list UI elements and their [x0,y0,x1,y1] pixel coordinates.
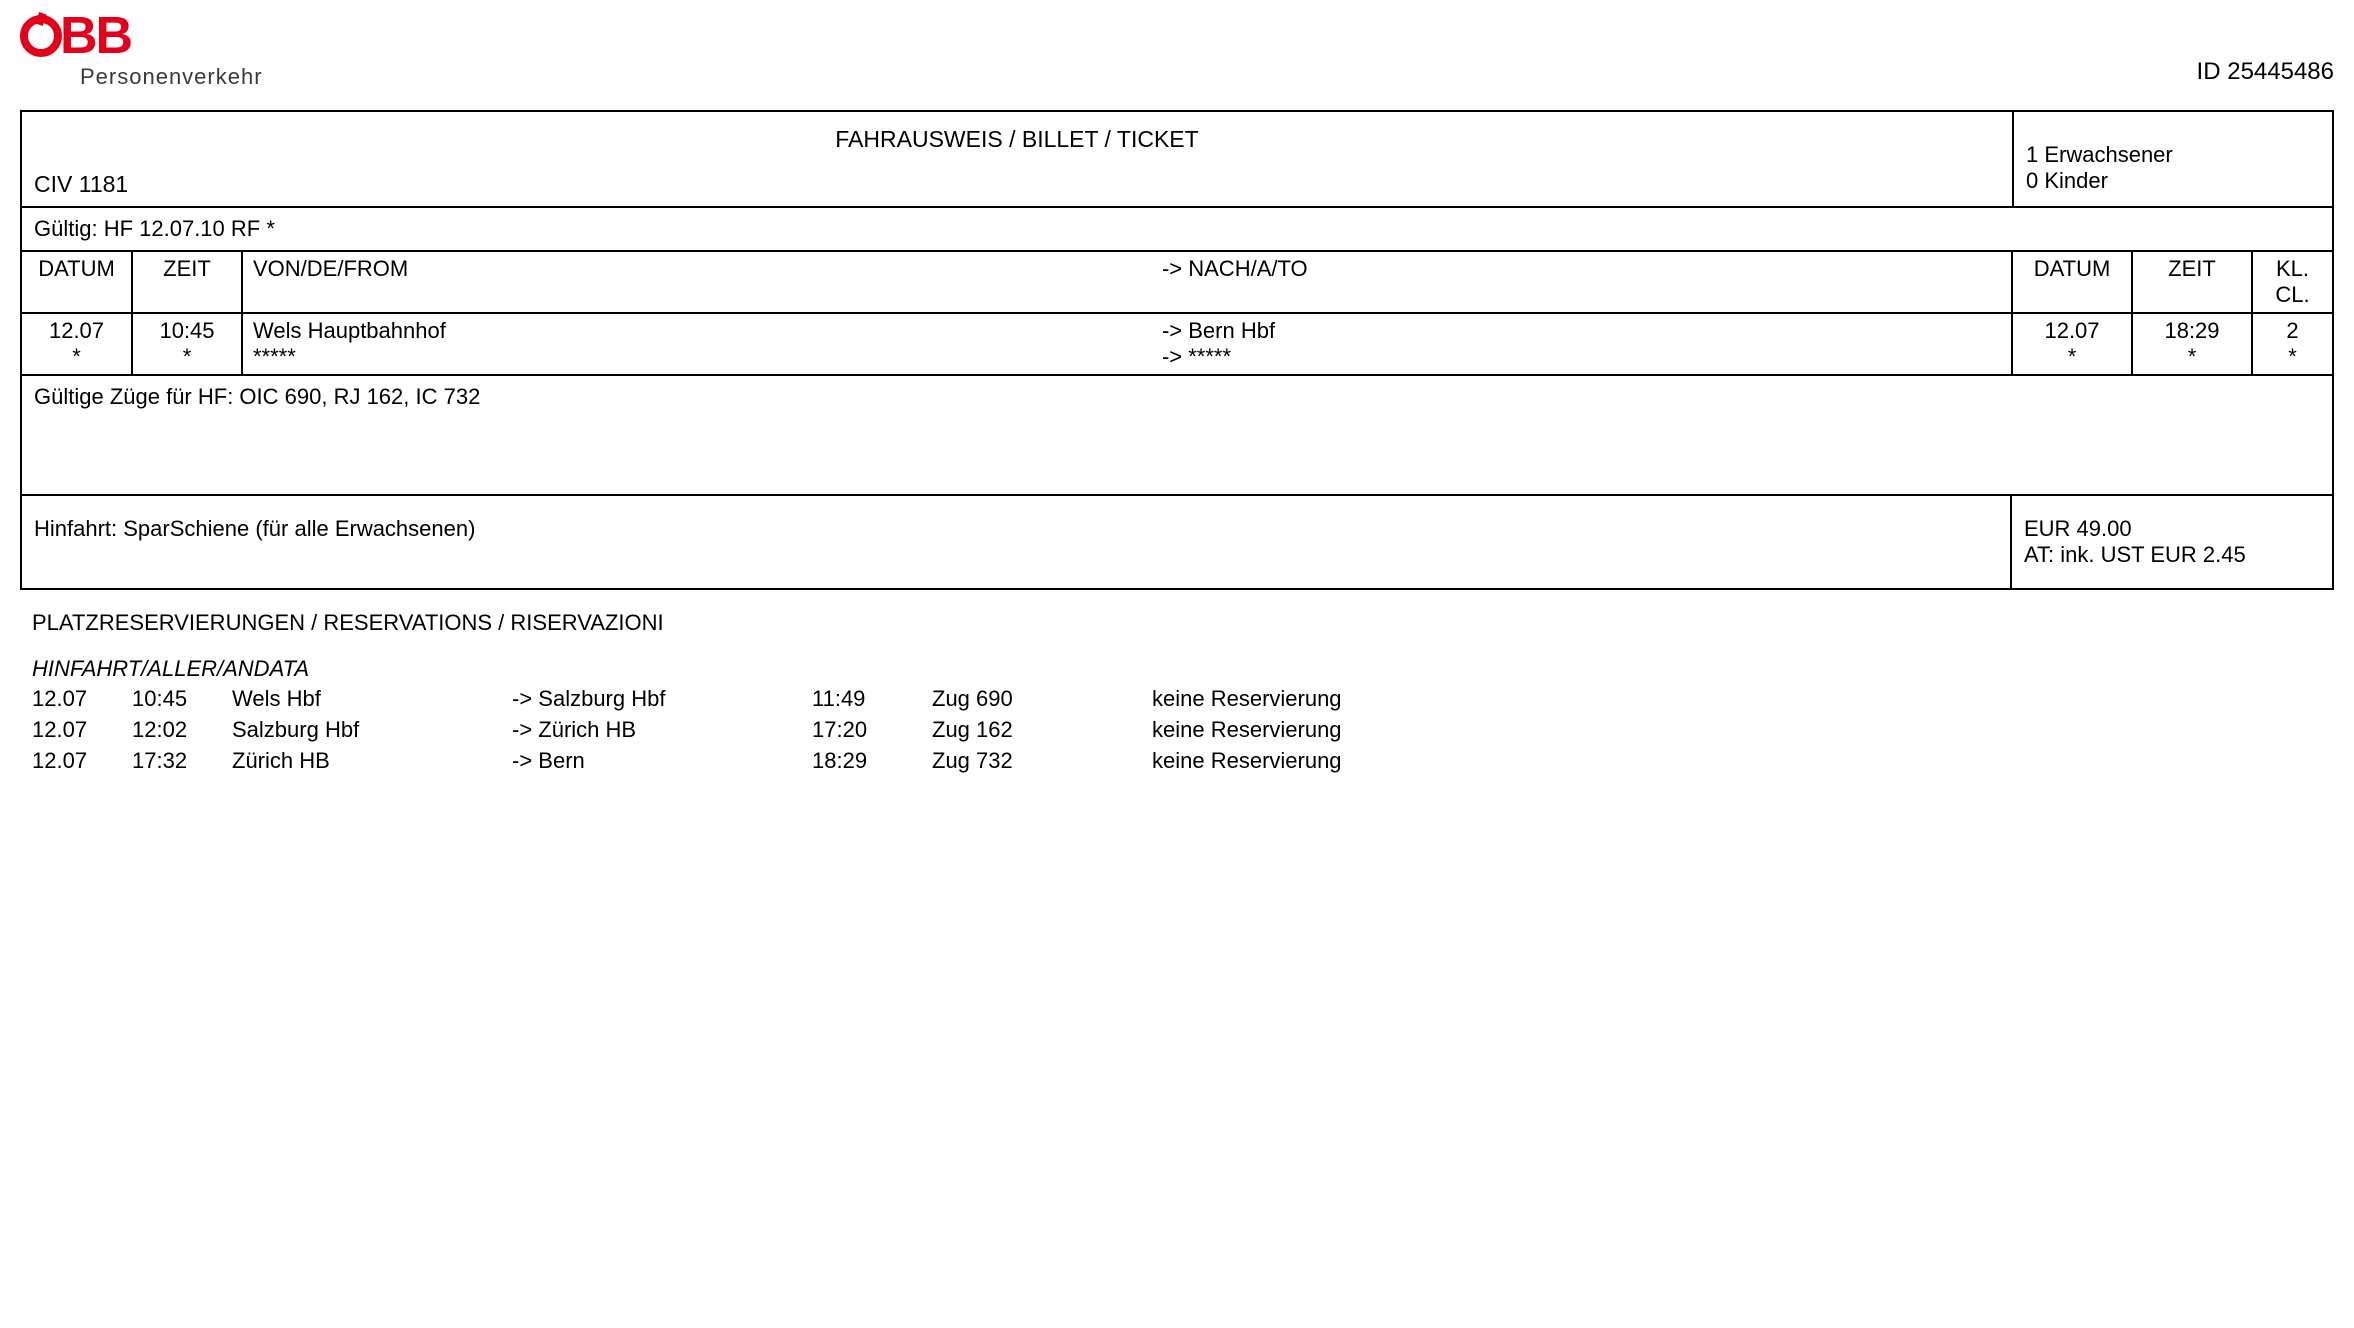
leg-to: -> Zürich HB [512,715,812,746]
fare-row: Hinfahrt: SparSchiene (für alle Erwachse… [22,494,2332,588]
col-header-to: -> NACH/A/TO [1162,256,2001,282]
col-header-fromto: VON/DE/FROM -> NACH/A/TO [242,251,2012,313]
valid-trains-row: Gültige Züge für HF: OIC 690, RJ 162, IC… [22,374,2332,494]
cell-date2: 12.07 * [2012,313,2132,374]
cell-time2-line2: * [2143,344,2241,370]
cell-from-line1: Wels Hauptbahnhof [253,318,1162,344]
validity-row: Gültig: HF 12.07.10 RF * [22,208,2332,250]
cell-time1-line1: 10:45 [143,318,231,344]
leg-date: 12.07 [32,684,132,715]
leg-arr-time: 11:49 [812,684,932,715]
col-header-time1: ZEIT [132,251,242,313]
cell-date2-line2: * [2023,344,2121,370]
leg-arr-time: 17:20 [812,715,932,746]
leg-dep-time: 10:45 [132,684,232,715]
leg-date: 12.07 [32,715,132,746]
leg-arr-time: 18:29 [812,746,932,777]
fare-tax: AT: ink. UST EUR 2.45 [2024,542,2320,568]
passenger-box: 1 Erwachsener 0 Kinder [2012,112,2332,208]
col-header-time2: ZEIT [2132,251,2252,313]
ticket-id: ID 25445486 [2197,58,2334,90]
leg-from: Zürich HB [232,746,512,777]
fare-price-box: EUR 49.00 AT: ink. UST EUR 2.45 [2012,496,2332,588]
ticket-top-left: FAHRAUSWEIS / BILLET / TICKET CIV 1181 [22,112,2012,206]
leg-from: Salzburg Hbf [232,715,512,746]
logo-o-icon [20,15,62,57]
cell-class-line2: * [2263,344,2322,370]
leg-dep-time: 17:32 [132,746,232,777]
leg-to: -> Salzburg Hbf [512,684,812,715]
logo-block: BB Personenverkehr [20,10,263,90]
cell-time2-line1: 18:29 [2143,318,2241,344]
leg-from: Wels Hbf [232,684,512,715]
passenger-adults: 1 Erwachsener [2026,142,2320,168]
logo: BB [20,10,263,62]
col-header-date2: DATUM [2012,251,2132,313]
cell-to-line1: -> Bern Hbf [1162,318,2001,344]
leg-dep-time: 12:02 [132,715,232,746]
reservations-subtitle: HINFAHRT/ALLER/ANDATA [32,656,2322,682]
passenger-children: 0 Kinder [2026,168,2320,194]
journey-header-row: DATUM ZEIT VON/DE/FROM -> NACH/A/TO DATU… [22,251,2332,313]
ticket-top-section: FAHRAUSWEIS / BILLET / TICKET CIV 1181 1… [22,112,2332,208]
journey-data-row: 12.07 * 10:45 * Wels Hauptbahnhof ***** … [22,313,2332,374]
fare-price: EUR 49.00 [2024,516,2320,542]
cell-to: -> Bern Hbf -> ***** [1162,318,2001,370]
leg-status: keine Reservierung [1152,684,2322,715]
leg-train: Zug 162 [932,715,1152,746]
leg-to: -> Bern [512,746,812,777]
reservation-leg: 12.0710:45Wels Hbf-> Salzburg Hbf11:49Zu… [32,684,2322,715]
cell-to-line2: -> ***** [1162,344,2001,370]
col-header-from: VON/DE/FROM [253,256,1162,282]
reservations-title: PLATZRESERVIERUNGEN / RESERVATIONS / RIS… [32,610,2322,636]
cell-date2-line1: 12.07 [2023,318,2121,344]
leg-train: Zug 732 [932,746,1152,777]
civ-code: CIV 1181 [34,171,2000,198]
fare-description: Hinfahrt: SparSchiene (für alle Erwachse… [22,496,2012,588]
leg-train: Zug 690 [932,684,1152,715]
logo-text: BB [60,10,131,62]
cell-class: 2 * [2252,313,2332,374]
logo-subtitle: Personenverkehr [80,64,263,90]
header: BB Personenverkehr ID 25445486 [20,10,2334,90]
leg-date: 12.07 [32,746,132,777]
ticket-title: FAHRAUSWEIS / BILLET / TICKET [34,120,2000,171]
cell-time1: 10:45 * [132,313,242,374]
cell-time1-line2: * [143,344,231,370]
reservations-legs: 12.0710:45Wels Hbf-> Salzburg Hbf11:49Zu… [32,684,2322,776]
cell-date1-line1: 12.07 [32,318,121,344]
cell-class-line1: 2 [2263,318,2322,344]
leg-status: keine Reservierung [1152,746,2322,777]
journey-table: DATUM ZEIT VON/DE/FROM -> NACH/A/TO DATU… [22,250,2332,374]
cell-date1: 12.07 * [22,313,132,374]
cell-time2: 18:29 * [2132,313,2252,374]
ticket-box: FAHRAUSWEIS / BILLET / TICKET CIV 1181 1… [20,110,2334,590]
cell-fromto: Wels Hauptbahnhof ***** -> Bern Hbf -> *… [242,313,2012,374]
col-header-date1: DATUM [22,251,132,313]
col-header-class: KL. CL. [2252,251,2332,313]
cell-date1-line2: * [32,344,121,370]
leg-status: keine Reservierung [1152,715,2322,746]
cell-from-line2: ***** [253,344,1162,370]
reservation-leg: 12.0717:32Zürich HB-> Bern18:29Zug 732ke… [32,746,2322,777]
reservation-leg: 12.0712:02Salzburg Hbf-> Zürich HB17:20Z… [32,715,2322,746]
cell-from: Wels Hauptbahnhof ***** [253,318,1162,370]
reservations-section: PLATZRESERVIERUNGEN / RESERVATIONS / RIS… [20,590,2334,776]
